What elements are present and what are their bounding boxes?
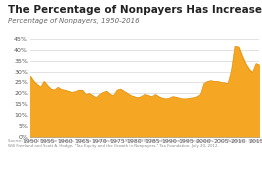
Text: Source: Internal Revenue Service, "SOI Tax Stats Archive - 1954 to 1999 Tax Info: Source: Internal Revenue Service, "SOI T… [8, 139, 262, 148]
Text: The Percentage of Nonpayers Has Increased Over Time: The Percentage of Nonpayers Has Increase… [8, 5, 262, 15]
Text: @TaxFoundation: @TaxFoundation [211, 180, 257, 185]
Text: Percentage of Nonpayers, 1950-2016: Percentage of Nonpayers, 1950-2016 [8, 18, 139, 24]
Text: TAX FOUNDATION: TAX FOUNDATION [5, 178, 82, 187]
